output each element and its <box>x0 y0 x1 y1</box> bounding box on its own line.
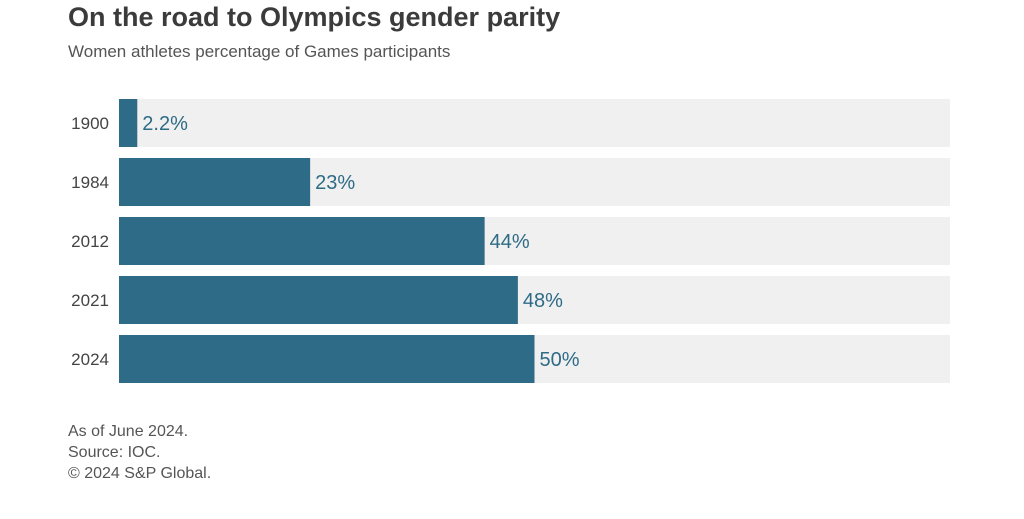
footer-source: Source: IOC. <box>68 444 161 461</box>
data-label-1984: 23% <box>315 172 355 194</box>
bar-track-1900 <box>119 99 950 147</box>
category-label-2024: 2024 <box>71 350 109 369</box>
bar-2024 <box>119 335 535 383</box>
bar-1984 <box>119 158 311 206</box>
footer-note: As of June 2024. <box>68 423 189 440</box>
chart-subtitle: Women athletes percentage of Games parti… <box>68 42 451 61</box>
category-label-1900: 1900 <box>71 114 109 133</box>
footer-copyright: © 2024 S&P Global. <box>68 465 212 482</box>
data-label-1900: 2.2% <box>142 113 188 135</box>
bar-2012 <box>119 217 485 265</box>
category-label-1984: 1984 <box>71 173 109 192</box>
chart-footer: As of June 2024. Source: IOC. © 2024 S&P… <box>68 421 211 484</box>
category-label-2012: 2012 <box>71 232 109 251</box>
bar-2021 <box>119 276 518 324</box>
data-label-2024: 50% <box>540 349 580 371</box>
chart-title: On the road to Olympics gender parity <box>68 2 561 32</box>
bar-1900 <box>119 99 138 147</box>
data-label-2021: 48% <box>523 290 563 312</box>
category-label-2021: 2021 <box>71 291 109 310</box>
data-label-2012: 44% <box>490 231 530 253</box>
